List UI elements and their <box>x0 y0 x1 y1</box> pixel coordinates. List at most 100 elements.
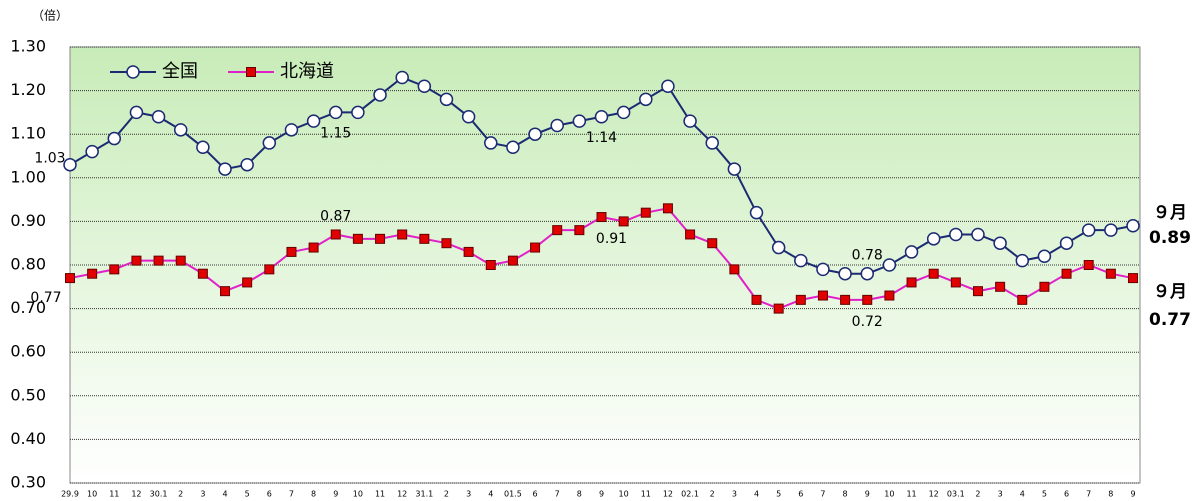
y-tick-label: 1.20 <box>10 80 46 99</box>
y-tick-label: 0.30 <box>10 473 46 492</box>
marker <box>1017 294 1028 305</box>
marker <box>816 262 830 277</box>
marker <box>838 266 852 281</box>
marker <box>352 233 363 244</box>
data-label: 0.77 <box>30 290 61 306</box>
end-value: 0.77 <box>1149 310 1191 330</box>
marker <box>618 216 629 227</box>
data-label: 0.87 <box>320 208 351 224</box>
marker <box>63 157 77 172</box>
x-tick-label: 3 <box>466 490 471 499</box>
x-tick-label: 01.5 <box>504 490 522 499</box>
x-tick-label: 4 <box>754 490 759 499</box>
marker <box>751 294 762 305</box>
marker <box>528 127 542 141</box>
marker <box>1015 253 1030 268</box>
marker <box>1104 223 1118 237</box>
marker <box>685 229 696 240</box>
marker <box>1059 236 1074 250</box>
data-label: 0.72 <box>852 314 883 330</box>
legend-label: 北海道 <box>280 61 334 82</box>
y-tick-label: 0.50 <box>10 385 46 404</box>
marker <box>683 114 697 128</box>
marker <box>860 266 874 281</box>
marker <box>220 286 231 297</box>
y-unit: （倍） <box>32 8 68 23</box>
marker <box>552 225 563 236</box>
x-tick-label: 29.9 <box>61 490 79 499</box>
marker <box>1061 268 1072 279</box>
marker <box>419 233 430 244</box>
marker <box>286 246 297 257</box>
marker <box>972 286 983 297</box>
marker <box>175 255 186 266</box>
marker <box>572 114 587 128</box>
marker <box>662 203 673 214</box>
marker <box>395 70 409 85</box>
y-tick-label: 1.00 <box>10 167 46 186</box>
x-tick-label: 7 <box>289 490 294 499</box>
x-tick-label: 8 <box>577 490 582 499</box>
marker <box>727 162 742 176</box>
marker <box>330 229 341 240</box>
x-tick-label: 2 <box>444 490 449 499</box>
x-tick-label: 10 <box>619 490 629 499</box>
marker <box>441 238 452 249</box>
marker <box>373 88 387 102</box>
x-tick-label: 12 <box>929 490 939 499</box>
y-tick-label: 0.80 <box>10 255 46 274</box>
x-tick-label: 11 <box>375 490 385 499</box>
x-tick-label: 6 <box>533 490 538 499</box>
x-tick-label: 8 <box>1108 490 1113 499</box>
x-tick-label: 2 <box>975 490 980 499</box>
x-tick-label: 8 <box>843 490 848 499</box>
marker <box>109 264 120 275</box>
data-label: 0.78 <box>852 248 883 264</box>
x-tick-label: 6 <box>267 490 272 499</box>
marker <box>729 264 740 275</box>
marker <box>926 232 941 246</box>
x-tick-label: 6 <box>1064 490 1069 499</box>
marker <box>1037 249 1052 264</box>
x-tick-label: 5 <box>776 490 781 499</box>
x-tick-label: 11 <box>906 490 916 499</box>
x-tick-label: 5 <box>1042 490 1047 499</box>
marker <box>65 273 75 284</box>
x-tick-label: 9 <box>865 490 870 499</box>
marker <box>129 105 144 120</box>
marker <box>218 162 232 176</box>
y-tick-label: 1.10 <box>10 124 46 143</box>
x-tick-label: 3 <box>998 490 1003 499</box>
marker <box>240 157 254 172</box>
x-tick-label: 4 <box>222 490 227 499</box>
marker <box>1081 223 1096 237</box>
marker <box>530 242 541 253</box>
marker <box>151 110 166 124</box>
marker <box>131 255 142 266</box>
y-tick-label: 0.90 <box>10 211 46 230</box>
x-tick-label: 6 <box>798 490 803 499</box>
marker <box>574 225 585 236</box>
marker <box>484 136 498 150</box>
marker <box>264 264 275 275</box>
marker <box>461 110 476 124</box>
x-tick-label: 5 <box>245 490 250 499</box>
x-tick-label: 4 <box>1020 490 1025 499</box>
marker <box>884 290 895 301</box>
marker <box>971 227 985 242</box>
marker <box>1083 260 1094 270</box>
x-tick-label: 2 <box>710 490 715 499</box>
marker <box>485 260 496 270</box>
marker <box>1105 268 1116 279</box>
x-tick-label: 10 <box>87 490 97 499</box>
marker <box>795 294 806 305</box>
marker <box>596 212 607 223</box>
end-value: 0.89 <box>1149 228 1191 248</box>
marker <box>771 240 786 255</box>
legend-label: 全国 <box>162 61 198 82</box>
x-tick-label: 3 <box>200 490 205 499</box>
legend-marker <box>246 67 256 77</box>
marker <box>107 131 122 146</box>
x-tick-label: 10 <box>884 490 894 499</box>
